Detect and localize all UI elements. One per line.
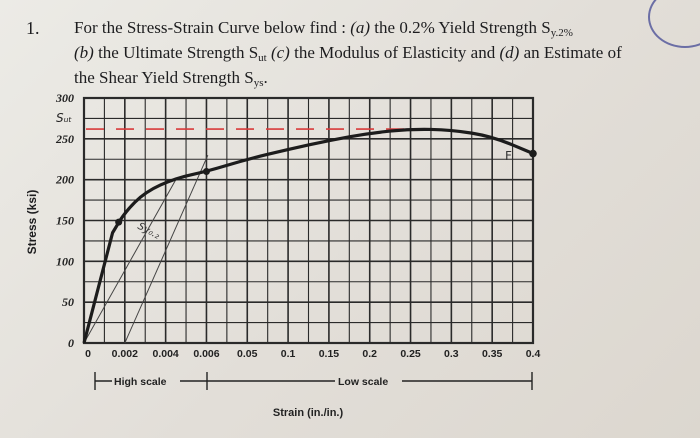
- high-scale-label: High scale: [114, 376, 167, 388]
- q1-sub: y.2%: [550, 27, 573, 39]
- sy-annotation: Sy₀.₂: [136, 221, 162, 242]
- scale-bars: High scale Low scale Strain (in./in.): [94, 372, 533, 419]
- y-tick-label: 50: [62, 295, 74, 309]
- x-tick-label: 0.15: [319, 348, 340, 360]
- q2-sub: ut: [258, 52, 267, 64]
- x-tick-label: 0.05: [237, 348, 258, 360]
- x-tick-label: 0.3: [444, 348, 459, 360]
- q2-part-d: (d): [499, 43, 520, 62]
- elastic-line: [83, 179, 177, 344]
- q1-part-a: (a): [350, 18, 371, 37]
- x-tick-label: 0.4: [526, 348, 541, 360]
- x-tick-label: 0.25: [400, 348, 421, 360]
- x-tick-label: 0.35: [482, 348, 503, 360]
- q2-text-d: the Modulus of Elasticity and: [289, 43, 500, 62]
- x-tick-label: 0.2: [362, 348, 377, 360]
- question-line-2: (b) the Ultimate Strength Sut (c) the Mo…: [74, 43, 674, 68]
- low-scale-label: Low scale: [338, 376, 388, 388]
- question-line-3: the Shear Yield Strength Sys.: [74, 68, 674, 93]
- question-line-1: For the Stress-Strain Curve below find :…: [74, 18, 674, 43]
- q3-text-a: the Shear Yield Strength S: [74, 68, 254, 87]
- q2-part-b: (b): [74, 43, 94, 62]
- x-axis-label: Strain (in./in.): [273, 407, 344, 419]
- y-tick-label: 0: [68, 336, 74, 350]
- q2-text-f: an Estimate of: [519, 43, 622, 62]
- x-tick-label: 0.006: [193, 348, 219, 360]
- q3-text-b: .: [263, 68, 268, 87]
- question-text: For the Stress-Strain Curve below find :…: [74, 18, 674, 93]
- x-tick-label: 0: [85, 348, 91, 360]
- q1-text-c: the 0.2% Yield Strength S: [370, 18, 551, 37]
- sut-annotation: Sᵤₜ: [56, 111, 72, 125]
- y-tick-label: 100: [56, 254, 74, 268]
- fracture-marker: [529, 149, 537, 158]
- question-number: 1.: [26, 18, 40, 38]
- yield-point-marker: [115, 218, 123, 226]
- y-tick-label: 250: [55, 132, 74, 146]
- q2-part-c: (c): [266, 43, 290, 62]
- y-tick-labels: 300 250 200 150 100 50 0: [55, 91, 74, 350]
- y-tick-label: 200: [55, 173, 74, 187]
- y-tick-label: 300: [55, 91, 74, 105]
- chart-lines: [82, 127, 537, 344]
- y-tick-label: 150: [56, 214, 74, 228]
- chart-grid: [82, 96, 535, 345]
- fracture-annotation: F: [505, 149, 512, 163]
- x-tick-labels: 0 0.002 0.004 0.006 0.05 0.1 0.15 0.2 0.25 0.3 0.3…: [85, 348, 540, 360]
- offset-line: [124, 154, 209, 344]
- q2-text-b: the Ultimate Strength S: [93, 43, 259, 62]
- q3-sub: ys: [253, 77, 264, 89]
- stress-strain-curve: [82, 127, 534, 344]
- x-tick-label: 0.004: [152, 348, 178, 360]
- x-tick-label: 0.002: [112, 348, 138, 360]
- q1-text-a: For the Stress-Strain Curve below find :: [74, 18, 351, 37]
- x-tick-label: 0.1: [281, 348, 296, 360]
- scale-break-marker: [202, 168, 210, 175]
